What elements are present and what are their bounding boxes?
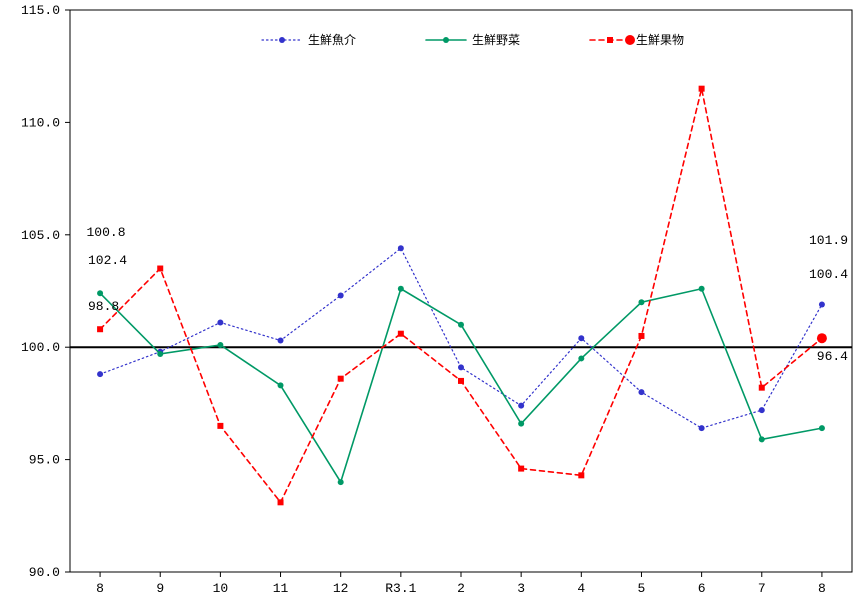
- series-2: [97, 86, 827, 506]
- marker: [278, 337, 284, 343]
- line-chart: 90.0 95.0 100.0 105.0 110.0 115.0 8 9 10 11 12 R3.1…: [0, 0, 861, 603]
- marker: [338, 376, 344, 382]
- y-tick-label: 115.0: [21, 3, 60, 18]
- legend-label: 生鮮魚介: [308, 33, 356, 48]
- x-tick-label: 8: [818, 581, 826, 596]
- marker: [578, 355, 584, 361]
- x-tick-label: 9: [156, 581, 164, 596]
- marker: [638, 389, 644, 395]
- marker: [759, 436, 765, 442]
- marker: [157, 266, 163, 272]
- data-label: 100.4: [809, 267, 848, 282]
- data-label: 96.4: [817, 349, 848, 364]
- y-tick-label: 95.0: [29, 453, 60, 468]
- x-tick-label: 8: [96, 581, 104, 596]
- x-tick-label: 10: [213, 581, 229, 596]
- y-tick-label: 105.0: [21, 228, 60, 243]
- data-label: 101.9: [809, 233, 848, 248]
- x-tick-label: 5: [638, 581, 646, 596]
- marker: [97, 326, 103, 332]
- data-label: 98.8: [88, 299, 119, 314]
- marker: [759, 385, 765, 391]
- marker: [817, 333, 827, 343]
- y-tick-label: 110.0: [21, 115, 60, 130]
- y-axis: 90.0 95.0 100.0 105.0 110.0 115.0: [21, 3, 70, 580]
- x-tick-label: 2: [457, 581, 465, 596]
- marker: [699, 286, 705, 292]
- marker: [398, 286, 404, 292]
- marker: [759, 407, 765, 413]
- marker: [699, 425, 705, 431]
- legend-label: 生鮮果物: [636, 33, 684, 48]
- series-1: [97, 286, 825, 485]
- marker: [398, 245, 404, 251]
- marker: [217, 342, 223, 348]
- marker: [217, 423, 223, 429]
- series-line: [100, 248, 822, 428]
- plot-border: [70, 10, 852, 572]
- x-tick-label: 11: [273, 581, 289, 596]
- marker: [97, 290, 103, 296]
- legend-marker: [443, 37, 449, 43]
- marker: [338, 479, 344, 485]
- marker: [578, 472, 584, 478]
- marker: [278, 382, 284, 388]
- marker: [518, 466, 524, 472]
- legend-label: 生鮮野菜: [472, 33, 520, 48]
- marker: [97, 371, 103, 377]
- marker: [518, 403, 524, 409]
- series-line: [100, 89, 822, 503]
- marker: [819, 425, 825, 431]
- x-tick-label: 12: [333, 581, 349, 596]
- marker: [398, 331, 404, 337]
- x-tick-label: 7: [758, 581, 766, 596]
- marker: [518, 421, 524, 427]
- x-tick-label: 3: [517, 581, 525, 596]
- legend: 生鮮魚介 生鮮野菜 生鮮果物: [262, 33, 684, 48]
- marker: [278, 499, 284, 505]
- marker: [638, 333, 644, 339]
- data-label: 100.8: [86, 225, 125, 240]
- marker: [819, 301, 825, 307]
- marker: [699, 86, 705, 92]
- marker: [338, 292, 344, 298]
- marker: [458, 364, 464, 370]
- legend-marker: [607, 37, 613, 43]
- series-0: [97, 245, 825, 431]
- y-tick-label: 90.0: [29, 565, 60, 580]
- x-tick-label: 4: [577, 581, 585, 596]
- marker: [458, 322, 464, 328]
- series-line: [100, 289, 822, 482]
- legend-marker: [625, 35, 635, 45]
- data-label: 102.4: [88, 253, 127, 268]
- x-tick-label: R3.1: [385, 581, 416, 596]
- marker: [578, 335, 584, 341]
- y-tick-label: 100.0: [21, 340, 60, 355]
- x-axis: 8 9 10 11 12 R3.1 2 3 4 5 6 7 8: [96, 572, 826, 596]
- marker: [217, 319, 223, 325]
- x-tick-label: 6: [698, 581, 706, 596]
- legend-marker: [279, 37, 285, 43]
- marker: [458, 378, 464, 384]
- marker: [157, 351, 163, 357]
- marker: [638, 299, 644, 305]
